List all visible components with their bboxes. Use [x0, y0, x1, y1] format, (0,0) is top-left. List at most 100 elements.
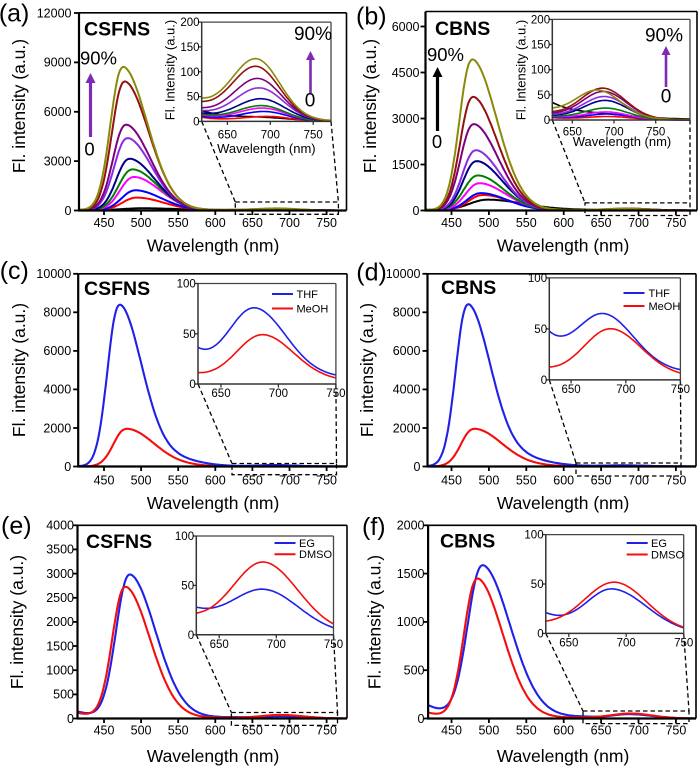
svg-text:50: 50 [537, 90, 550, 102]
svg-text:Fl. intensity (a.u.): Fl. intensity (a.u.) [360, 39, 380, 173]
svg-text:0: 0 [305, 91, 316, 112]
svg-text:Wavelength (nm): Wavelength (nm) [147, 746, 280, 766]
svg-text:700: 700 [628, 216, 649, 230]
svg-text:8000: 8000 [43, 306, 71, 320]
svg-text:50: 50 [534, 324, 547, 336]
svg-text:3000: 3000 [46, 567, 74, 581]
svg-text:Wavelength (nm): Wavelength (nm) [147, 493, 280, 513]
svg-text:700: 700 [279, 473, 300, 487]
svg-text:Fl. intensity (a.u.): Fl. intensity (a.u.) [7, 555, 27, 689]
svg-text:2000: 2000 [46, 615, 74, 629]
svg-text:50: 50 [183, 329, 196, 341]
svg-text:6000: 6000 [392, 20, 420, 34]
svg-text:450: 450 [441, 724, 462, 738]
svg-text:50: 50 [181, 580, 194, 592]
svg-text:100: 100 [180, 67, 199, 79]
svg-text:1500: 1500 [397, 567, 425, 581]
svg-text:650: 650 [210, 639, 229, 651]
svg-text:750: 750 [316, 216, 337, 230]
svg-text:750: 750 [316, 724, 337, 738]
svg-text:4500: 4500 [392, 66, 420, 80]
svg-text:750: 750 [646, 127, 665, 139]
svg-text:550: 550 [168, 473, 189, 487]
svg-text:CBNS: CBNS [435, 18, 490, 40]
svg-text:650: 650 [559, 637, 578, 649]
svg-text:EG: EG [299, 538, 315, 550]
svg-text:650: 650 [242, 724, 263, 738]
svg-text:600: 600 [205, 216, 226, 230]
svg-text:Wavelength (nm): Wavelength (nm) [573, 134, 672, 149]
svg-text:700: 700 [279, 216, 300, 230]
svg-text:Wavelength (nm): Wavelength (nm) [497, 236, 630, 256]
svg-text:600: 600 [553, 473, 574, 487]
svg-text:650: 650 [242, 473, 263, 487]
svg-text:650: 650 [242, 216, 263, 230]
svg-text:MeOH: MeOH [297, 304, 329, 316]
svg-text:100: 100 [531, 65, 550, 77]
svg-text:0: 0 [661, 87, 672, 108]
svg-text:500: 500 [404, 664, 425, 678]
svg-text:650: 650 [591, 724, 612, 738]
svg-text:Wavelength (nm): Wavelength (nm) [147, 236, 280, 256]
svg-text:750: 750 [671, 384, 690, 396]
svg-text:0: 0 [432, 131, 442, 152]
svg-text:CBNS: CBNS [440, 530, 495, 552]
svg-text:0: 0 [537, 628, 543, 640]
svg-text:MeOH: MeOH [649, 301, 681, 313]
svg-text:750: 750 [665, 473, 686, 487]
svg-text:500: 500 [478, 216, 499, 230]
svg-text:600: 600 [553, 724, 574, 738]
svg-text:650: 650 [591, 473, 612, 487]
svg-text:750: 750 [316, 473, 337, 487]
svg-text:0: 0 [541, 375, 547, 387]
svg-text:1000: 1000 [397, 615, 425, 629]
svg-text:8000: 8000 [393, 306, 421, 320]
svg-text:CSFNS: CSFNS [84, 278, 150, 300]
svg-text:90%: 90% [645, 26, 683, 47]
svg-text:700: 700 [604, 127, 623, 139]
svg-text:750: 750 [304, 129, 323, 141]
svg-text:4000: 4000 [46, 519, 74, 533]
svg-text:0: 0 [65, 204, 72, 218]
svg-text:EG: EG [651, 538, 667, 550]
svg-text:DMSO: DMSO [299, 549, 332, 561]
svg-text:CSFNS: CSFNS [86, 531, 152, 553]
svg-text:650: 650 [211, 388, 230, 400]
svg-text:1000: 1000 [46, 664, 74, 678]
svg-text:750: 750 [324, 639, 343, 651]
svg-text:12000: 12000 [37, 6, 72, 20]
svg-text:0: 0 [84, 139, 94, 160]
svg-text:700: 700 [616, 384, 635, 396]
svg-text:9000: 9000 [44, 56, 72, 70]
svg-text:100: 100 [528, 273, 547, 285]
svg-text:700: 700 [279, 724, 300, 738]
svg-text:1500: 1500 [392, 158, 420, 172]
svg-text:6000: 6000 [393, 344, 421, 358]
svg-text:100: 100 [175, 531, 194, 543]
svg-text:700: 700 [267, 639, 286, 651]
svg-text:0: 0 [188, 630, 194, 642]
svg-text:THF: THF [649, 288, 671, 300]
svg-text:700: 700 [261, 129, 280, 141]
svg-text:90%: 90% [294, 24, 332, 45]
svg-text:550: 550 [168, 216, 189, 230]
svg-text:Fl. intensity (a.u.): Fl. intensity (a.u.) [357, 303, 377, 437]
svg-text:2000: 2000 [393, 421, 421, 435]
svg-text:0: 0 [67, 712, 74, 726]
svg-text:750: 750 [326, 388, 345, 400]
svg-text:0: 0 [413, 204, 420, 218]
svg-text:0: 0 [64, 460, 71, 474]
svg-text:0: 0 [193, 116, 199, 128]
svg-text:500: 500 [478, 724, 499, 738]
svg-text:700: 700 [628, 473, 649, 487]
svg-text:500: 500 [53, 688, 74, 702]
svg-text:600: 600 [205, 724, 226, 738]
svg-text:0: 0 [544, 115, 550, 127]
svg-text:500: 500 [131, 724, 152, 738]
svg-text:650: 650 [218, 129, 237, 141]
svg-text:CBNS: CBNS [441, 277, 496, 299]
svg-text:2500: 2500 [46, 591, 74, 605]
svg-text:500: 500 [478, 473, 499, 487]
svg-text:3500: 3500 [46, 543, 74, 557]
svg-text:200: 200 [180, 17, 199, 29]
